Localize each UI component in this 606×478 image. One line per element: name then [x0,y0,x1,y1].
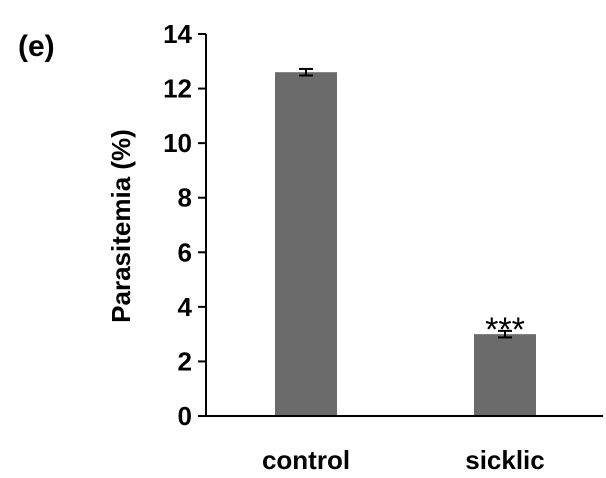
bars [275,72,536,416]
y-tick-label: 0 [178,401,192,431]
y-tick-label: 2 [178,346,192,376]
x-category-label: sicklic [465,445,545,475]
y-tick-label: 4 [178,292,193,322]
error-bar-control [299,67,313,77]
significance-annotations: *** [485,311,525,349]
y-tick-label: 6 [178,237,192,267]
y-tick-label: 10 [163,128,192,158]
bar-control [275,72,337,416]
y-tick-label: 8 [178,183,192,213]
y-tick-label: 14 [163,19,192,49]
bar-sicklic [474,334,536,416]
error-bar-sicklic [498,329,512,339]
x-axis-category-labels: control sicklic [262,445,545,475]
y-axis-label: Parasitemia (%) [106,129,136,323]
error-bars [299,67,512,339]
y-axis-ticks: 0 2 4 6 8 10 12 14 [163,19,206,431]
x-category-label: control [262,445,350,475]
y-tick-label: 12 [163,74,192,104]
significance-marker: *** [485,311,525,349]
panel-label: (e) [18,30,55,63]
